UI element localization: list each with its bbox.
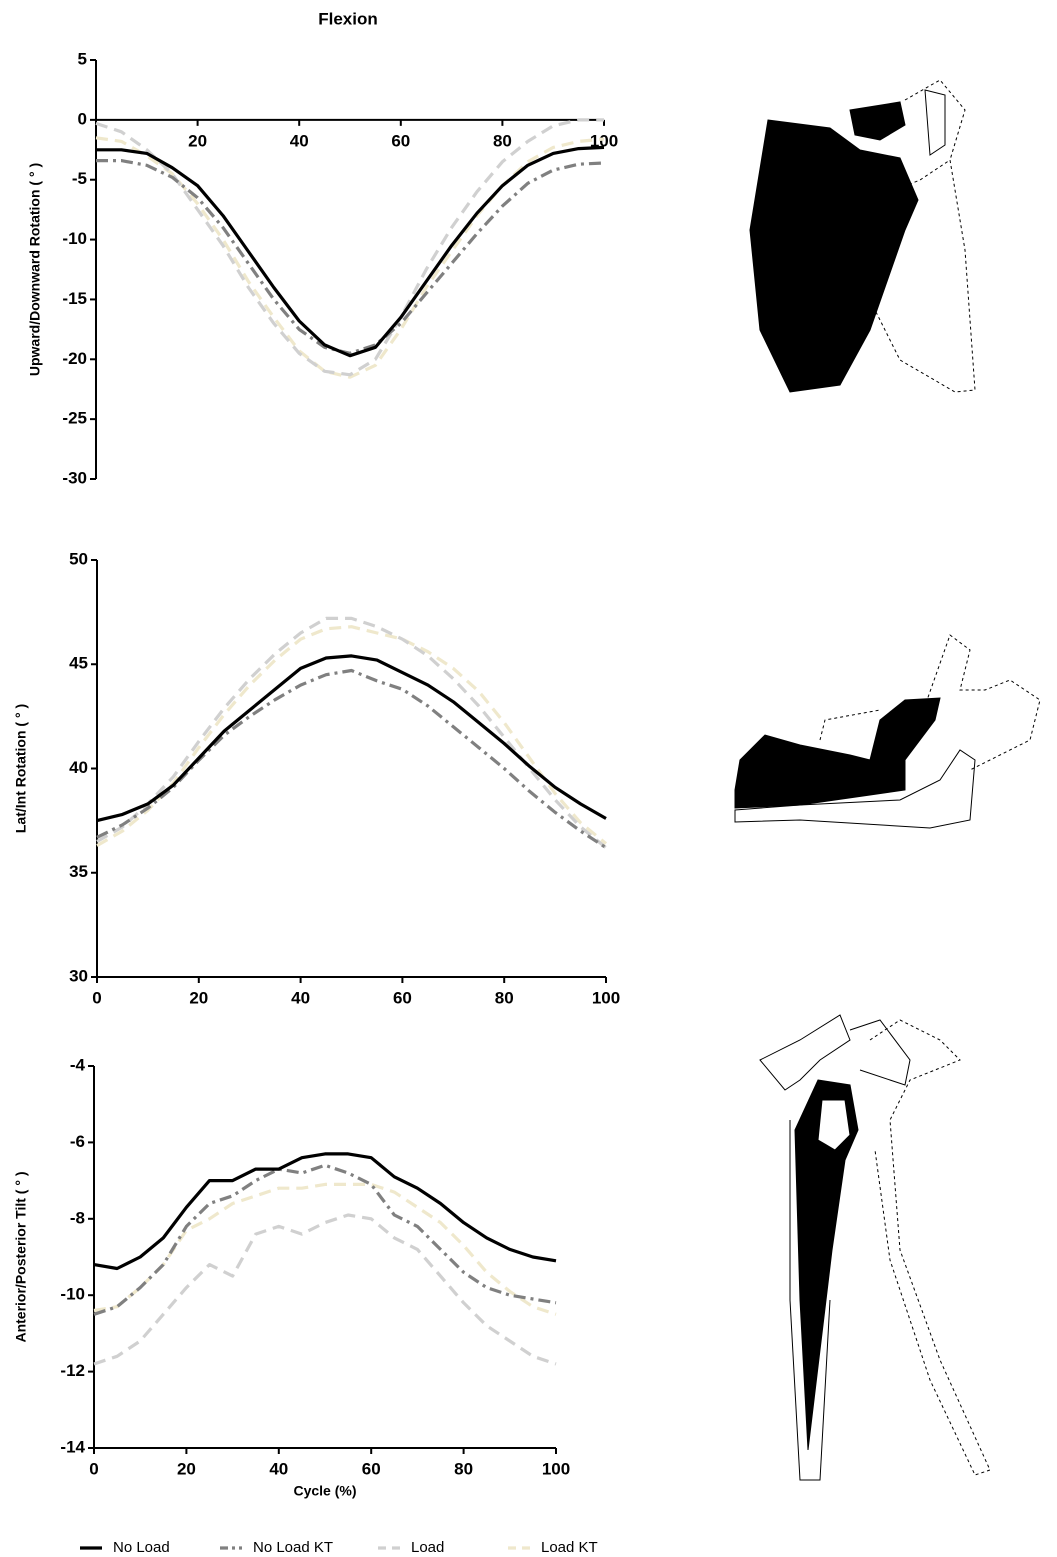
y-tick-label: 5 <box>78 49 87 68</box>
line-series <box>96 159 605 355</box>
y-axis-label: Upward/Downward Rotation ( ° ) <box>27 163 43 376</box>
y-tick-label: -30 <box>62 468 87 487</box>
y-tick-label: -12 <box>60 1361 85 1380</box>
line-series <box>95 118 604 377</box>
x-tick-label: 100 <box>590 131 618 150</box>
y-axis-label: Lat/Int Rotation ( ° ) <box>13 704 29 833</box>
line-series <box>93 1163 557 1316</box>
x-tick-label: 20 <box>188 131 207 150</box>
legend-label: Load KT <box>541 1539 598 1556</box>
y-tick-label: 40 <box>69 758 88 777</box>
x-tick-label: 80 <box>454 1459 473 1478</box>
scapula-drawing-middle <box>734 634 1041 829</box>
y-tick-label: -10 <box>62 229 87 248</box>
legend-label: Load <box>411 1539 444 1556</box>
x-tick-label: 0 <box>89 1459 98 1478</box>
line-series <box>95 136 605 379</box>
y-tick-label: -5 <box>72 169 87 188</box>
y-axis-label: Anterior/Posterior Tilt ( ° ) <box>13 1171 29 1342</box>
x-tick-label: 80 <box>495 988 514 1007</box>
y-tick-label: -14 <box>60 1437 85 1456</box>
line-series <box>96 145 605 358</box>
legend-label: No Load <box>113 1539 170 1556</box>
y-tick-label: -4 <box>70 1055 86 1074</box>
y-tick-label: 50 <box>69 549 88 568</box>
x-tick-label: 0 <box>92 988 101 1007</box>
line-series <box>93 1182 557 1316</box>
chart-title: Flexion <box>318 9 378 28</box>
line-series <box>93 1152 557 1271</box>
x-tick-label: 80 <box>493 131 512 150</box>
line-series <box>93 1213 557 1366</box>
legend-label: No Load KT <box>253 1539 333 1556</box>
humerus-drawing-bottom <box>759 1014 991 1481</box>
x-tick-label: 20 <box>189 988 208 1007</box>
y-tick-label: 0 <box>78 109 87 128</box>
scapula-drawing-top <box>749 79 976 393</box>
y-tick-label: 45 <box>69 654 88 673</box>
x-tick-label: 40 <box>291 988 310 1007</box>
x-tick-label: 40 <box>290 131 309 150</box>
x-tick-label: 100 <box>542 1459 570 1478</box>
x-tick-label: 20 <box>177 1459 196 1478</box>
y-tick-label: 30 <box>69 966 88 985</box>
y-tick-label: -15 <box>62 289 87 308</box>
x-tick-label: 60 <box>393 988 412 1007</box>
line-series <box>96 654 607 823</box>
y-tick-label: -8 <box>70 1208 85 1227</box>
y-tick-label: -25 <box>62 409 87 428</box>
y-tick-label: -20 <box>62 349 87 368</box>
x-axis-label: Cycle (%) <box>293 1483 356 1499</box>
x-tick-label: 100 <box>592 988 620 1007</box>
x-tick-label: 40 <box>269 1459 288 1478</box>
y-tick-label: 35 <box>69 862 88 881</box>
x-tick-label: 60 <box>362 1459 381 1478</box>
x-tick-label: 60 <box>391 131 410 150</box>
y-tick-label: -10 <box>60 1285 85 1304</box>
y-tick-label: -6 <box>70 1132 85 1151</box>
line-series <box>96 625 608 847</box>
line-series <box>96 616 608 849</box>
